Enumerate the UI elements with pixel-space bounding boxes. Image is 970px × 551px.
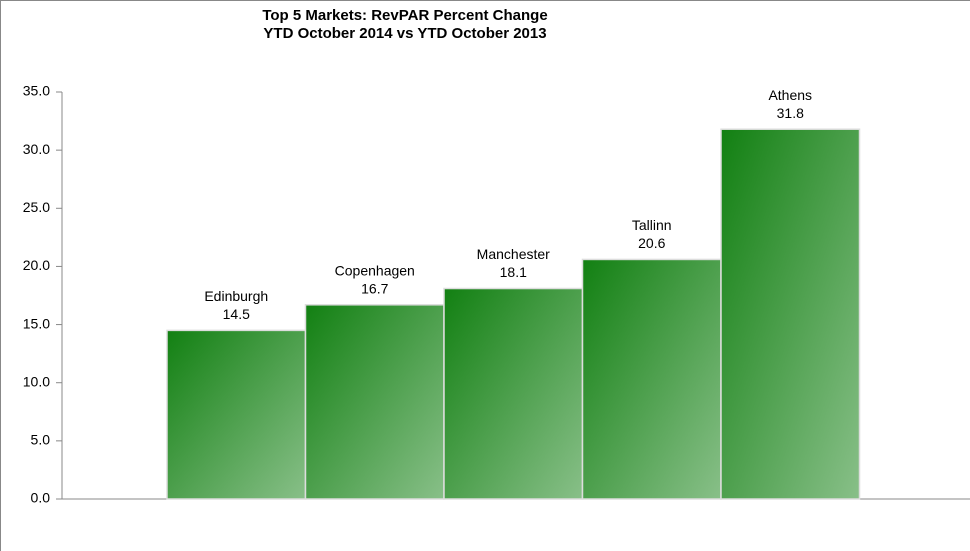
value-label: 18.1 [500, 264, 527, 280]
bar [720, 128, 861, 500]
category-label: Edinburgh [204, 288, 268, 304]
value-label: 20.6 [638, 235, 665, 251]
y-tick-label: 30.0 [23, 141, 50, 157]
value-label: 16.7 [361, 281, 388, 297]
bar [166, 329, 307, 500]
y-tick-label: 35.0 [23, 83, 50, 99]
category-label: Manchester [477, 246, 550, 262]
y-tick-label: 10.0 [23, 373, 50, 389]
bar [443, 287, 584, 500]
y-tick-label: 25.0 [23, 199, 50, 215]
y-tick-label: 0.0 [31, 490, 51, 506]
y-tick-label: 5.0 [31, 432, 51, 448]
y-tick-label: 15.0 [23, 315, 50, 331]
category-label: Tallinn [632, 217, 672, 233]
category-label: Athens [768, 87, 812, 103]
bar [304, 304, 445, 500]
category-label: Copenhagen [335, 263, 415, 279]
chart-subtitle: YTD October 2014 vs YTD October 2013 [263, 25, 546, 42]
bar [581, 258, 722, 500]
value-label: 31.8 [777, 105, 804, 121]
y-tick-label: 20.0 [23, 257, 50, 273]
value-label: 14.5 [223, 306, 250, 322]
chart-title: Top 5 Markets: RevPAR Percent Change [262, 7, 547, 24]
